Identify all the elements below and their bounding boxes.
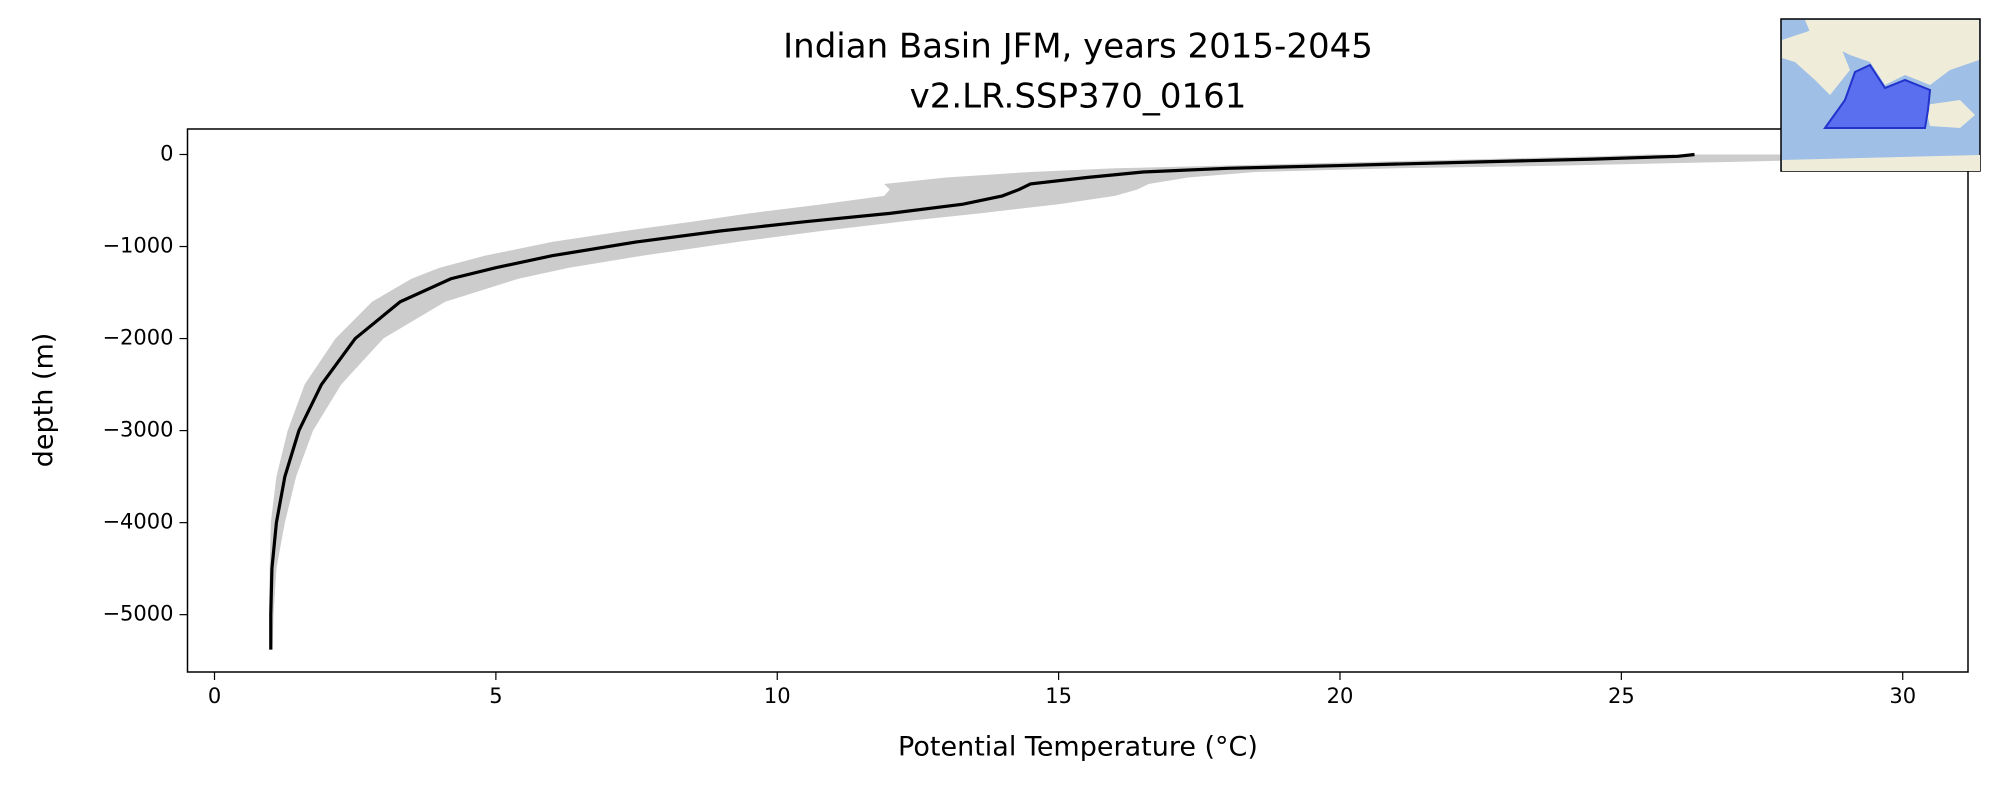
x-tick-label: 30	[1889, 684, 1916, 708]
map-basin	[1823, 63, 1932, 129]
y-tick-label: 0	[160, 141, 173, 165]
map-asia	[1805, 20, 1979, 85]
chart-subtitle: v2.LR.SSP370_0161	[910, 77, 1247, 117]
chart-title: Indian Basin JFM, years 2015-2045	[783, 27, 1373, 67]
map-antarctica	[1782, 155, 1980, 171]
x-tick-label: 5	[489, 684, 502, 708]
y-tick-label: −2000	[102, 326, 173, 350]
y-axis-label: depth (m)	[29, 333, 60, 468]
map-australia	[1925, 100, 1975, 128]
y-tick-label: −1000	[102, 234, 173, 258]
x-axis-label: Potential Temperature (°C)	[898, 732, 1258, 763]
plot-frame	[186, 128, 1969, 673]
y-tick-label: −5000	[102, 602, 173, 626]
x-tick-label: 10	[764, 684, 791, 708]
x-tick-label: 25	[1608, 684, 1635, 708]
y-tick-label: −4000	[102, 510, 173, 534]
inset-map	[1780, 18, 1981, 172]
y-tick-label: −3000	[102, 418, 173, 442]
range-band	[269, 154, 1959, 650]
profile-line	[269, 152, 1695, 650]
plot-area	[269, 152, 1959, 650]
x-tick-label: 15	[1045, 684, 1072, 708]
x-tick-label: 0	[208, 684, 221, 708]
x-tick-label: 20	[1327, 684, 1354, 708]
